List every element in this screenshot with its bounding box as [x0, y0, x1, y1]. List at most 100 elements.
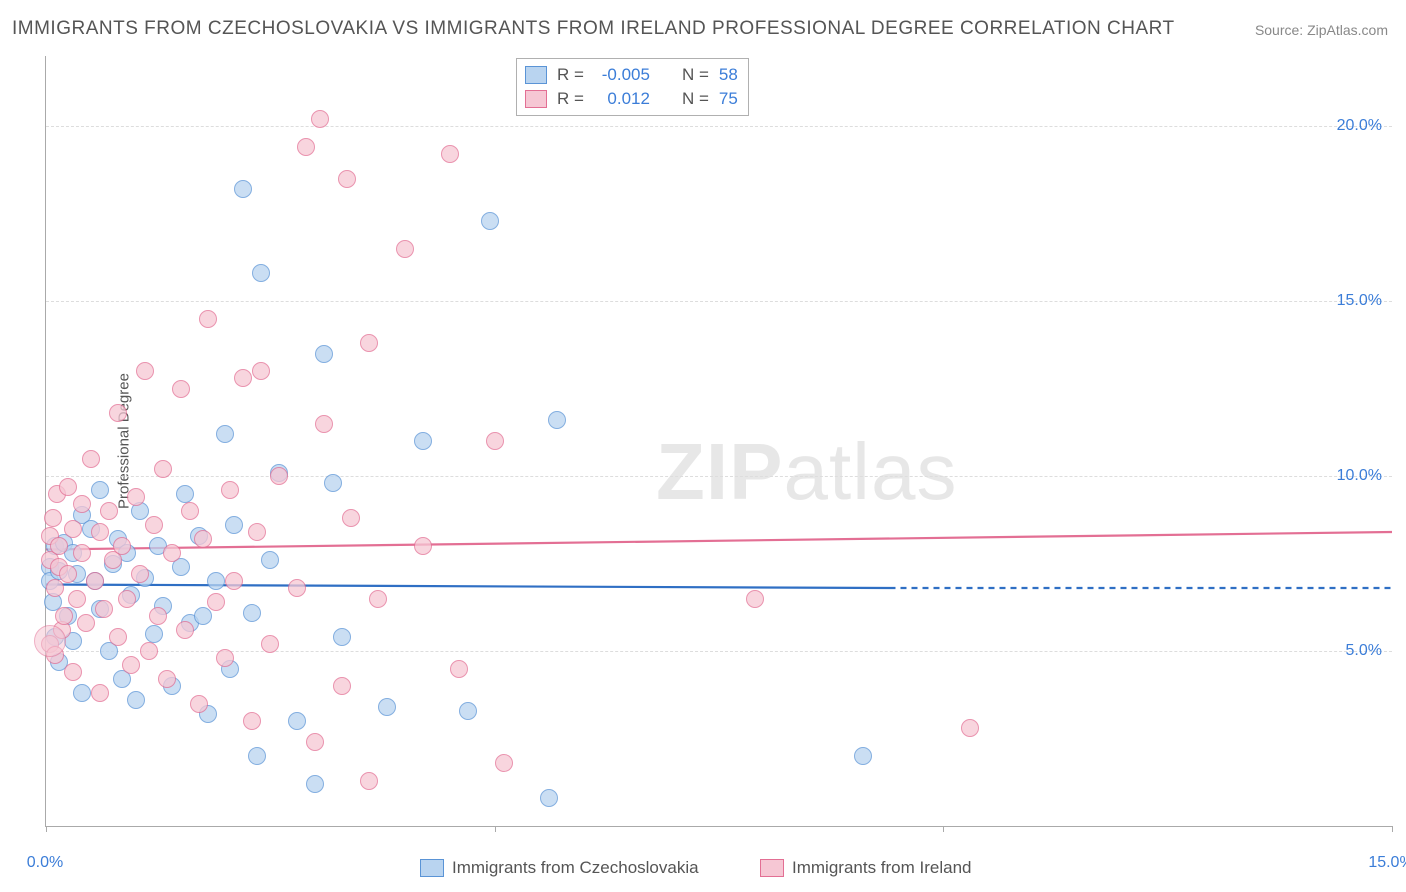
data-point: [297, 138, 315, 156]
data-point: [414, 432, 432, 450]
stats-row: R = 0.012 N = 75: [525, 87, 738, 111]
x-tick-label: 0.0%: [27, 854, 63, 872]
data-point: [91, 523, 109, 541]
x-tick: [46, 826, 47, 832]
gridline: [46, 651, 1392, 652]
trend-lines: [46, 56, 1392, 826]
data-point-large: [34, 625, 66, 657]
data-point: [86, 572, 104, 590]
data-point: [44, 509, 62, 527]
gridline: [46, 126, 1392, 127]
data-point: [961, 719, 979, 737]
data-point: [360, 772, 378, 790]
legend-item: Immigrants from Czechoslovakia: [420, 858, 699, 878]
data-point: [216, 425, 234, 443]
data-point: [315, 415, 333, 433]
data-point: [216, 649, 234, 667]
data-point: [495, 754, 513, 772]
legend-swatch: [420, 859, 444, 877]
data-point: [261, 551, 279, 569]
data-point: [369, 590, 387, 608]
watermark: ZIPatlas: [656, 426, 957, 518]
data-point: [109, 404, 127, 422]
y-tick-label: 15.0%: [1337, 292, 1382, 310]
data-point: [315, 345, 333, 363]
data-point: [59, 565, 77, 583]
stats-row: R =-0.005N =58: [525, 63, 738, 87]
data-point: [82, 450, 100, 468]
data-point: [481, 212, 499, 230]
data-point: [46, 579, 64, 597]
data-point: [55, 607, 73, 625]
legend-swatch: [525, 66, 547, 84]
data-point: [131, 565, 149, 583]
data-point: [548, 411, 566, 429]
data-point: [234, 369, 252, 387]
data-point: [127, 691, 145, 709]
x-tick: [495, 826, 496, 832]
data-point: [486, 432, 504, 450]
data-point: [378, 698, 396, 716]
data-point: [118, 590, 136, 608]
stat-n-value: 58: [719, 63, 738, 87]
data-point: [149, 607, 167, 625]
y-tick-label: 20.0%: [1337, 117, 1382, 135]
data-point: [324, 474, 342, 492]
data-point: [176, 485, 194, 503]
data-point: [288, 579, 306, 597]
data-point: [122, 656, 140, 674]
chart-title: IMMIGRANTS FROM CZECHOSLOVAKIA VS IMMIGR…: [12, 18, 1175, 40]
plot-area: Professional Degree ZIPatlas R =-0.005N …: [45, 56, 1392, 827]
data-point: [68, 590, 86, 608]
data-point: [261, 635, 279, 653]
data-point: [91, 481, 109, 499]
data-point: [338, 170, 356, 188]
data-point: [113, 537, 131, 555]
source-label: Source: ZipAtlas.com: [1255, 22, 1388, 38]
data-point: [450, 660, 468, 678]
stat-n-label: N =: [682, 63, 709, 87]
data-point: [127, 488, 145, 506]
data-point: [243, 712, 261, 730]
data-point: [145, 625, 163, 643]
data-point: [342, 509, 360, 527]
data-point: [73, 684, 91, 702]
data-point: [540, 789, 558, 807]
data-point: [225, 572, 243, 590]
data-point: [73, 495, 91, 513]
data-point: [207, 572, 225, 590]
stat-n-value: 75: [719, 87, 738, 111]
data-point: [243, 604, 261, 622]
stat-r-label: R =: [557, 87, 584, 111]
data-point: [746, 590, 764, 608]
y-tick-label: 5.0%: [1346, 642, 1382, 660]
data-point: [459, 702, 477, 720]
data-point: [414, 537, 432, 555]
data-point: [199, 310, 217, 328]
x-tick: [1392, 826, 1393, 832]
data-point: [154, 460, 172, 478]
data-point: [221, 481, 239, 499]
data-point: [190, 695, 208, 713]
data-point: [194, 607, 212, 625]
data-point: [73, 544, 91, 562]
data-point: [225, 516, 243, 534]
stat-n-label: N =: [682, 87, 709, 111]
x-tick: [943, 826, 944, 832]
data-point: [854, 747, 872, 765]
data-point: [252, 362, 270, 380]
data-point: [333, 677, 351, 695]
data-point: [91, 684, 109, 702]
data-point: [64, 663, 82, 681]
stat-r-value: -0.005: [594, 63, 650, 87]
data-point: [100, 502, 118, 520]
data-point: [288, 712, 306, 730]
data-point: [360, 334, 378, 352]
data-point: [396, 240, 414, 258]
data-point: [441, 145, 459, 163]
legend-label: Immigrants from Ireland: [792, 858, 972, 878]
data-point: [136, 362, 154, 380]
stat-r-value: 0.012: [594, 87, 650, 111]
gridline: [46, 301, 1392, 302]
data-point: [145, 516, 163, 534]
